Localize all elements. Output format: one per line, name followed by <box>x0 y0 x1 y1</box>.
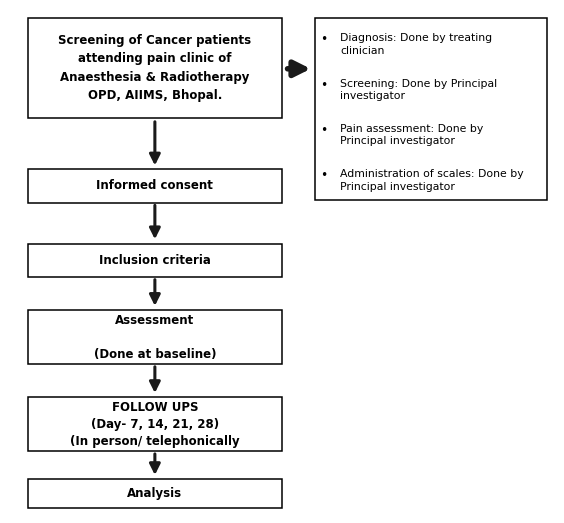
Text: Screening: Done by Principal
investigator: Screening: Done by Principal investigato… <box>340 78 497 101</box>
FancyBboxPatch shape <box>28 18 282 118</box>
Text: FOLLOW UPS
(Day- 7, 14, 21, 28)
(In person/ telephonically: FOLLOW UPS (Day- 7, 14, 21, 28) (In pers… <box>70 401 240 448</box>
Text: •: • <box>320 123 327 137</box>
Text: Diagnosis: Done by treating
clinician: Diagnosis: Done by treating clinician <box>340 33 492 56</box>
FancyBboxPatch shape <box>28 244 282 277</box>
Text: Administration of scales: Done by
Principal investigator: Administration of scales: Done by Princi… <box>340 169 523 191</box>
Text: Assessment

(Done at baseline): Assessment (Done at baseline) <box>94 314 216 360</box>
FancyBboxPatch shape <box>28 397 282 451</box>
FancyBboxPatch shape <box>28 310 282 364</box>
Text: Analysis: Analysis <box>127 487 182 500</box>
Text: Screening of Cancer patients
attending pain clinic of
Anaesthesia & Radiotherapy: Screening of Cancer patients attending p… <box>58 34 252 103</box>
Text: Informed consent: Informed consent <box>96 179 213 192</box>
Text: •: • <box>320 33 327 47</box>
Text: •: • <box>320 169 327 181</box>
Text: •: • <box>320 78 327 92</box>
FancyBboxPatch shape <box>315 18 547 200</box>
Text: Pain assessment: Done by
Principal investigator: Pain assessment: Done by Principal inves… <box>340 123 483 146</box>
FancyBboxPatch shape <box>28 169 282 202</box>
FancyBboxPatch shape <box>28 479 282 507</box>
Text: Inclusion criteria: Inclusion criteria <box>99 254 211 267</box>
